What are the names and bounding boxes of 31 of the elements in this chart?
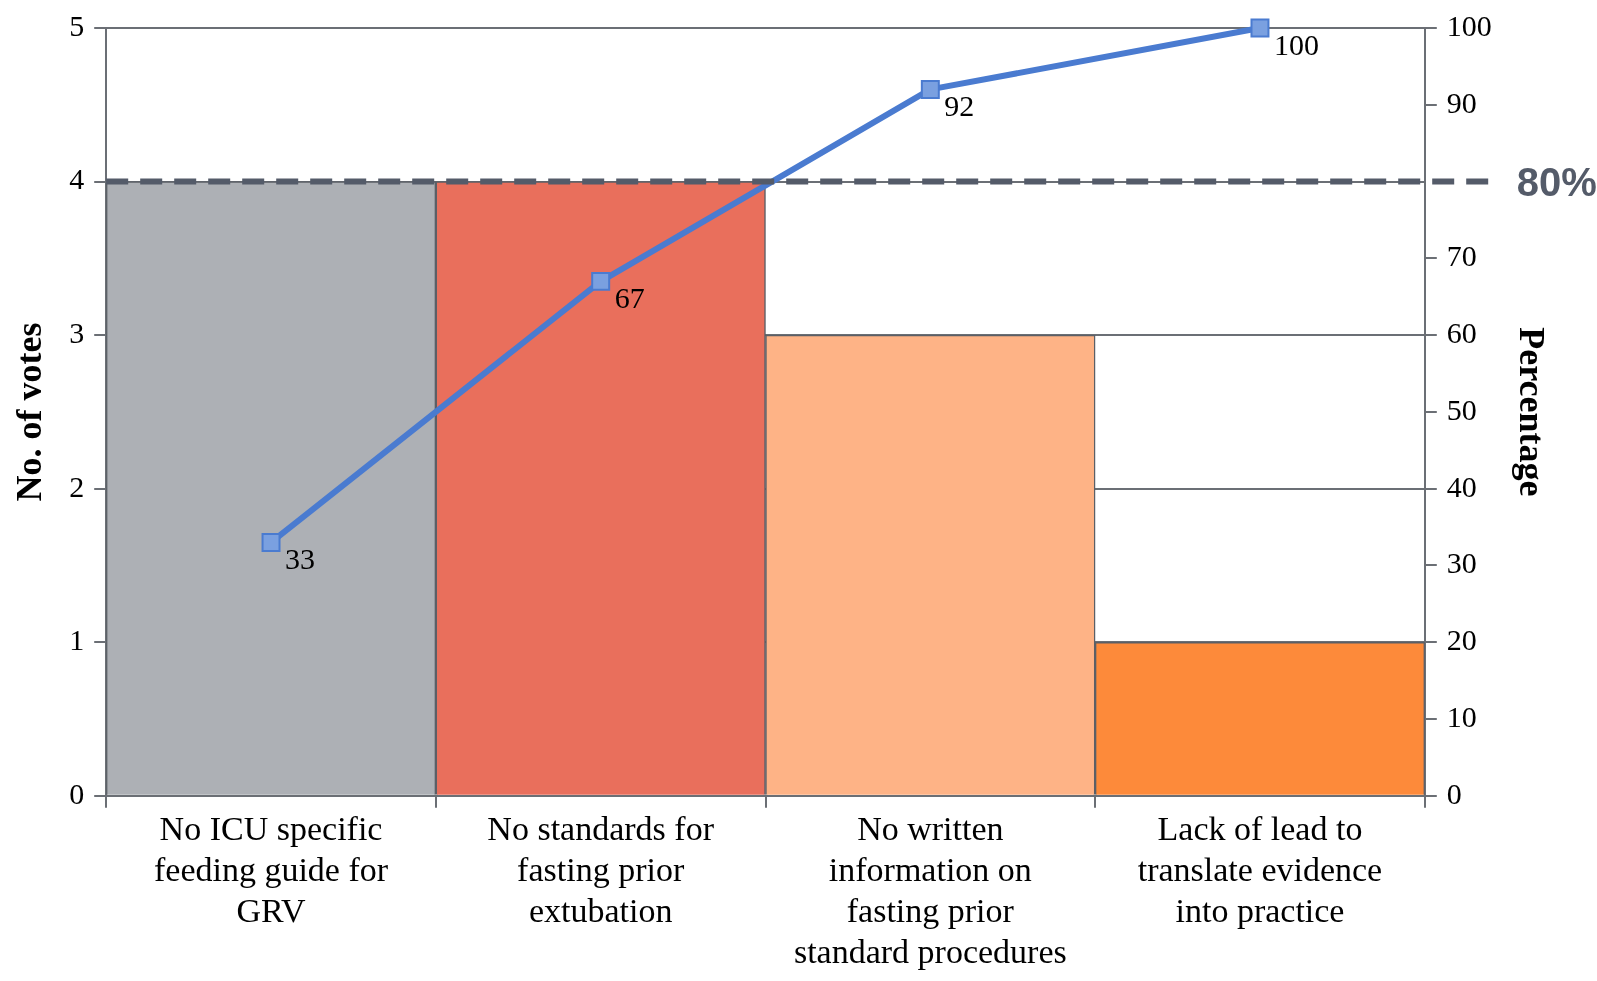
y-axis-title: No. of votes <box>8 322 49 502</box>
data-label: 33 <box>285 542 316 576</box>
y2-tick-label: 50 <box>1446 392 1477 426</box>
ref-line-label: 80% <box>1516 159 1597 204</box>
y-tick-label: 2 <box>69 469 85 503</box>
y-tick-label: 1 <box>69 623 85 657</box>
data-label: 100 <box>1273 27 1319 61</box>
y2-tick-label: 40 <box>1446 469 1477 503</box>
x-tick-label: Lack of lead to translate evidence into practice <box>1137 810 1383 929</box>
point <box>591 271 611 291</box>
y2-tick-label: 10 <box>1446 699 1477 733</box>
y2-tick-label: 90 <box>1446 85 1477 119</box>
y2-tick-label: 60 <box>1446 315 1477 349</box>
data-label: 67 <box>614 281 645 315</box>
x-tick-label: No standards for fasting prior extubation <box>487 810 715 929</box>
y2-axis-title: Percentage <box>1512 327 1553 497</box>
point <box>920 79 940 99</box>
y2-tick-label: 0 <box>1446 776 1462 810</box>
y2-tick-label: 30 <box>1446 546 1477 580</box>
y-tick-label: 4 <box>69 162 85 196</box>
y-tick-label: 5 <box>69 8 85 42</box>
point <box>261 532 281 552</box>
y-tick-label: 3 <box>69 315 85 349</box>
x-tick-label: No ICU specific feeding guide for GRV <box>153 810 389 929</box>
data-label: 92 <box>944 89 975 123</box>
x-tick-label: No written information on fasting prior standard procedures <box>793 810 1067 970</box>
y2-tick-label: 20 <box>1446 623 1477 657</box>
point <box>1250 18 1270 38</box>
y2-tick-label: 100 <box>1446 8 1492 42</box>
y-tick-label: 0 <box>69 776 85 810</box>
y2-tick-label: 70 <box>1446 239 1477 273</box>
